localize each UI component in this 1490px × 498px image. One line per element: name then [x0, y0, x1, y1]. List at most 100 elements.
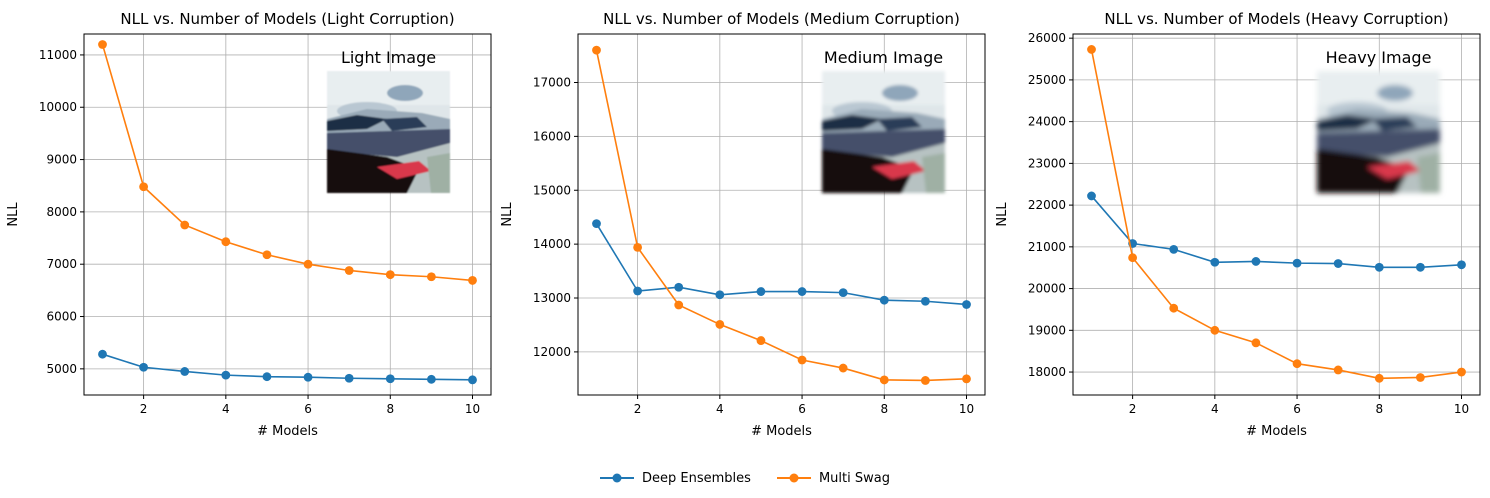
data-point-multi-swag — [879, 375, 889, 385]
data-point-deep-ensembles — [592, 219, 601, 229]
y-tick-label: 26000 — [1028, 31, 1066, 45]
data-point-deep-ensembles — [180, 367, 190, 376]
inset-sky — [822, 71, 945, 105]
data-point-deep-ensembles — [385, 374, 395, 384]
series-line-multi-swag — [101, 44, 473, 282]
x-axis-label: # Models — [751, 424, 812, 439]
plot-frame — [1072, 33, 1481, 396]
data-point-deep-ensembles — [1251, 257, 1261, 266]
plot-frame — [577, 33, 986, 396]
inset-window-dark-2 — [1372, 117, 1417, 131]
y-tick-label: 9000 — [46, 153, 77, 167]
data-point-deep-ensembles — [838, 288, 848, 298]
data-point-multi-swag — [1415, 373, 1425, 382]
data-point-deep-ensembles — [98, 349, 107, 359]
inset-red-stripe — [1367, 161, 1421, 179]
data-point-deep-ensembles — [426, 374, 436, 384]
inset-shadow — [327, 149, 419, 193]
inset-right-ground — [1417, 153, 1440, 193]
y-tick-label: 12000 — [533, 345, 571, 359]
data-point-multi-swag — [180, 220, 190, 230]
chart-panel-3: Heavy Image 2 4 6 8 10 18000 19000 20000 21000 220… — [995, 10, 1481, 439]
data-point-multi-swag — [1292, 359, 1302, 369]
chart-title-1: NLL vs. Number of Models (Light Corrupti… — [120, 10, 454, 28]
x-tick-label: 4 — [222, 402, 230, 416]
y-tick-label: 23000 — [1028, 156, 1066, 170]
y-tick-label: 17000 — [533, 75, 571, 89]
legend-label-multi-swag: Multi Swag — [818, 470, 890, 486]
y-axis-label: NLL — [500, 202, 515, 227]
inset-window-dark — [822, 115, 882, 131]
data-point-multi-swag — [385, 270, 395, 280]
data-point-multi-swag — [426, 272, 436, 282]
data-point-deep-ensembles — [1169, 244, 1179, 254]
chart-title-2: NLL vs. Number of Models (Medium Corrupt… — [603, 10, 960, 28]
y-tick-label: 16000 — [533, 129, 571, 143]
data-point-multi-swag — [344, 266, 354, 275]
data-point-deep-ensembles — [139, 362, 149, 372]
inset-window-dark-2 — [877, 117, 922, 131]
data-point-deep-ensembles — [468, 375, 477, 385]
data-point-deep-ensembles — [1374, 262, 1384, 272]
x-tick-label: 2 — [140, 402, 148, 416]
data-point-multi-swag — [468, 276, 477, 285]
inset-right-ground — [922, 153, 945, 193]
inset-right-ground — [427, 153, 450, 193]
data-point-multi-swag — [221, 237, 231, 247]
inset-sky — [327, 71, 450, 105]
data-point-deep-ensembles — [756, 287, 766, 296]
data-point-deep-ensembles — [221, 370, 231, 380]
data-point-deep-ensembles — [674, 282, 684, 292]
x-tick-label: 6 — [798, 402, 806, 416]
y-tick-label: 13000 — [533, 291, 571, 305]
inset-blob-top — [1377, 85, 1413, 101]
data-point-deep-ensembles — [303, 372, 313, 382]
x-tick-label: 10 — [1454, 402, 1469, 416]
data-point-deep-ensembles — [1087, 191, 1096, 201]
inset-window-dark-2 — [382, 117, 427, 131]
data-point-deep-ensembles — [1210, 257, 1220, 267]
data-point-deep-ensembles — [633, 286, 643, 296]
y-tick-label: 8000 — [46, 205, 77, 219]
data-point-deep-ensembles — [262, 372, 272, 382]
y-tick-label: 5000 — [46, 362, 77, 376]
y-tick-label: 18000 — [1028, 365, 1066, 379]
data-point-multi-swag — [715, 320, 725, 329]
x-tick-label: 8 — [880, 402, 888, 416]
data-point-multi-swag — [303, 259, 313, 269]
series-line-deep-ensembles — [102, 353, 473, 381]
data-point-multi-swag — [674, 300, 684, 310]
data-point-deep-ensembles — [1457, 260, 1466, 270]
inset-image-2 — [822, 71, 945, 193]
data-point-multi-swag — [262, 250, 272, 260]
y-tick-label: 11000 — [39, 48, 77, 62]
inset-image-3 — [1317, 71, 1440, 193]
y-tick-label: 10000 — [39, 100, 77, 114]
data-point-deep-ensembles — [920, 296, 930, 306]
x-tick-label: 4 — [1211, 402, 1219, 416]
y-tick-label: 20000 — [1028, 282, 1066, 296]
data-point-multi-swag — [838, 363, 848, 373]
data-point-deep-ensembles — [715, 290, 725, 300]
y-tick-label: 24000 — [1028, 115, 1066, 129]
chart-panel-2: Medium Image 2 4 6 8 10 12000 13000 14000 15000 16… — [500, 10, 986, 439]
y-tick-label: 15000 — [533, 183, 571, 197]
data-point-deep-ensembles — [962, 300, 971, 309]
x-tick-label: 10 — [959, 402, 974, 416]
data-point-deep-ensembles — [879, 295, 889, 305]
inset-window-dark — [327, 115, 387, 131]
data-point-multi-swag — [1374, 373, 1384, 383]
inset-red-stripe — [872, 161, 926, 179]
inset-red-stripe — [377, 161, 431, 179]
data-point-deep-ensembles — [1292, 258, 1302, 268]
x-tick-label: 6 — [304, 402, 312, 416]
data-point-multi-swag — [1333, 365, 1343, 375]
data-point-multi-swag — [920, 376, 930, 385]
y-tick-label: 6000 — [46, 310, 77, 324]
x-tick-label: 8 — [386, 402, 394, 416]
inset-window-dark — [1317, 115, 1377, 131]
data-point-multi-swag — [1169, 303, 1179, 313]
inset-title-2: Medium Image — [824, 48, 943, 67]
series-line-deep-ensembles — [595, 223, 967, 306]
data-point-multi-swag — [1457, 367, 1466, 377]
